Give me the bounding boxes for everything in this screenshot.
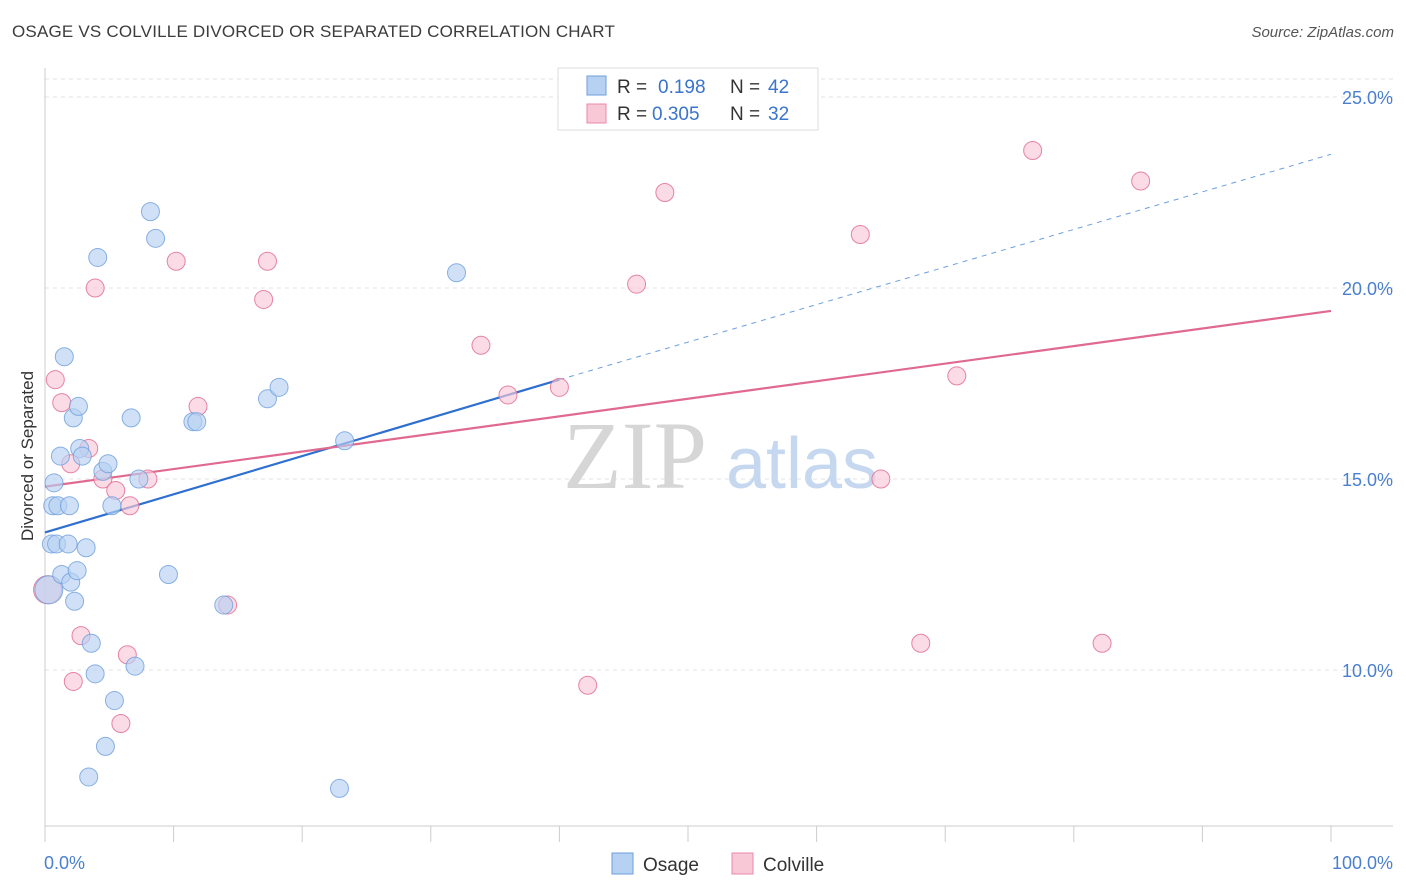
point-osage-20 (81, 633, 101, 653)
point-osage-17 (72, 446, 92, 466)
y-tick-label-25: 25.0% (1342, 88, 1393, 108)
point-osage-26 (102, 496, 122, 516)
point-colville-19 (471, 335, 491, 355)
legend-r-label-osage: R = (617, 77, 647, 98)
y-tick-label-20: 20.0% (1342, 279, 1393, 299)
point-osage-32 (146, 228, 166, 248)
legend-n-label-osage: N = (730, 77, 760, 98)
point-colville-2 (52, 393, 72, 413)
legend-swatch-osage (586, 75, 607, 96)
point-colville-21 (549, 377, 569, 397)
point-osage-30 (129, 469, 149, 489)
x-tick-labels: 0.0% 100.0% (44, 853, 1393, 873)
point-colville-4 (63, 671, 83, 691)
data-points (33, 140, 1151, 798)
bottom-legend-swatch-osage (611, 852, 634, 875)
point-osage-28 (121, 408, 141, 428)
legend-r-value-colville: 0.305 (652, 104, 700, 125)
point-colville-26 (871, 469, 891, 489)
x-tick-label-max: 100.0% (1332, 853, 1393, 873)
y-axis-title: Divorced or Separated (18, 371, 37, 541)
point-osage-39 (329, 778, 349, 798)
bottom-legend-label-colville: Colville (763, 855, 824, 876)
y-tick-label-10: 10.0% (1342, 661, 1393, 681)
point-osage-21 (85, 664, 105, 684)
point-osage-35 (187, 412, 207, 432)
trend-line-colville (44, 309, 1332, 488)
point-colville-18 (257, 251, 277, 271)
y-tick-labels: 10.0% 15.0% 20.0% 25.0% (1342, 88, 1393, 681)
point-colville-20 (498, 385, 518, 405)
point-colville-30 (1092, 633, 1112, 653)
point-osage-8 (54, 347, 74, 367)
point-colville-23 (627, 274, 647, 294)
point-colville-17 (254, 289, 274, 309)
legend-box: R = 0.198 N = 42 R = 0.305 N = 32 (557, 67, 819, 131)
point-osage-6 (50, 446, 70, 466)
point-osage-24 (95, 736, 115, 756)
point-osage-19 (79, 767, 99, 787)
legend-swatch-colville (586, 103, 607, 124)
point-colville-22 (578, 675, 598, 695)
point-colville-28 (947, 366, 967, 386)
point-colville-27 (911, 633, 931, 653)
legend-r-label-colville: R = (617, 104, 647, 125)
watermark-atlas: atlas (726, 424, 878, 504)
legend-n-label-colville: N = (730, 104, 760, 125)
axes (44, 68, 1393, 842)
point-colville-7 (85, 278, 105, 298)
bottom-legend-label-osage: Osage (643, 855, 699, 876)
trend-line-osage-extension (559, 153, 1332, 381)
point-osage-25 (98, 454, 118, 474)
watermark: ZIP atlas (563, 402, 878, 509)
point-osage-27 (104, 691, 124, 711)
bottom-legend-swatch-colville (731, 852, 754, 875)
point-colville-29 (1023, 140, 1043, 160)
gridlines (45, 78, 1393, 671)
point-osage-41 (447, 263, 467, 283)
point-osage-29 (125, 656, 145, 676)
point-osage-18 (76, 538, 96, 558)
point-osage-14 (67, 561, 87, 581)
point-osage-31 (140, 202, 160, 222)
source-label: Source: ZipAtlas.com (1251, 24, 1394, 41)
point-colville-10 (111, 713, 131, 733)
point-colville-31 (1131, 171, 1151, 191)
legend-r-value-osage: 0.198 (658, 77, 706, 98)
legend-n-value-osage: 42 (768, 77, 789, 98)
point-osage-9 (58, 534, 78, 554)
point-osage-22 (88, 247, 108, 267)
point-osage-15 (68, 396, 88, 416)
point-osage-13 (65, 591, 85, 611)
point-colville-25 (850, 225, 870, 245)
point-osage-0 (34, 575, 64, 605)
watermark-zip: ZIP (563, 402, 707, 509)
chart-title: OSAGE VS COLVILLE DIVORCED OR SEPARATED … (12, 22, 616, 41)
point-osage-38 (269, 377, 289, 397)
point-osage-10 (59, 496, 79, 516)
point-osage-40 (335, 431, 355, 451)
point-osage-3 (44, 473, 64, 493)
point-osage-37 (257, 389, 277, 409)
point-osage-33 (158, 565, 178, 584)
legend-n-value-colville: 32 (768, 104, 789, 125)
bottom-legend: Osage Colville (611, 852, 824, 876)
point-colville-14 (166, 251, 186, 271)
point-colville-1 (45, 370, 65, 390)
point-colville-24 (655, 183, 675, 202)
y-tick-label-15: 15.0% (1342, 470, 1393, 490)
point-osage-36 (214, 595, 234, 615)
x-tick-label-min: 0.0% (44, 853, 85, 873)
point-colville-12 (120, 496, 140, 516)
